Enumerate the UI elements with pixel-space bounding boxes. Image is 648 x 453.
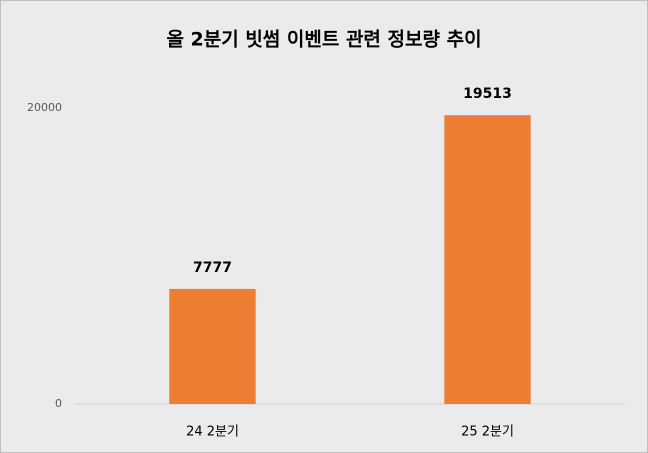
x-tick-label: 25 2분기: [461, 425, 514, 440]
bar: [444, 115, 531, 404]
data-label: 7777: [193, 260, 232, 276]
chart-title: 올 2분기 빗썸 이벤트 관련 정보량 추이: [166, 29, 481, 51]
x-tick-label: 24 2분기: [186, 425, 239, 440]
data-label: 19513: [463, 86, 512, 102]
bar: [169, 288, 256, 404]
y-tick-label: 20000: [27, 101, 62, 114]
y-tick-label: 0: [55, 397, 62, 410]
